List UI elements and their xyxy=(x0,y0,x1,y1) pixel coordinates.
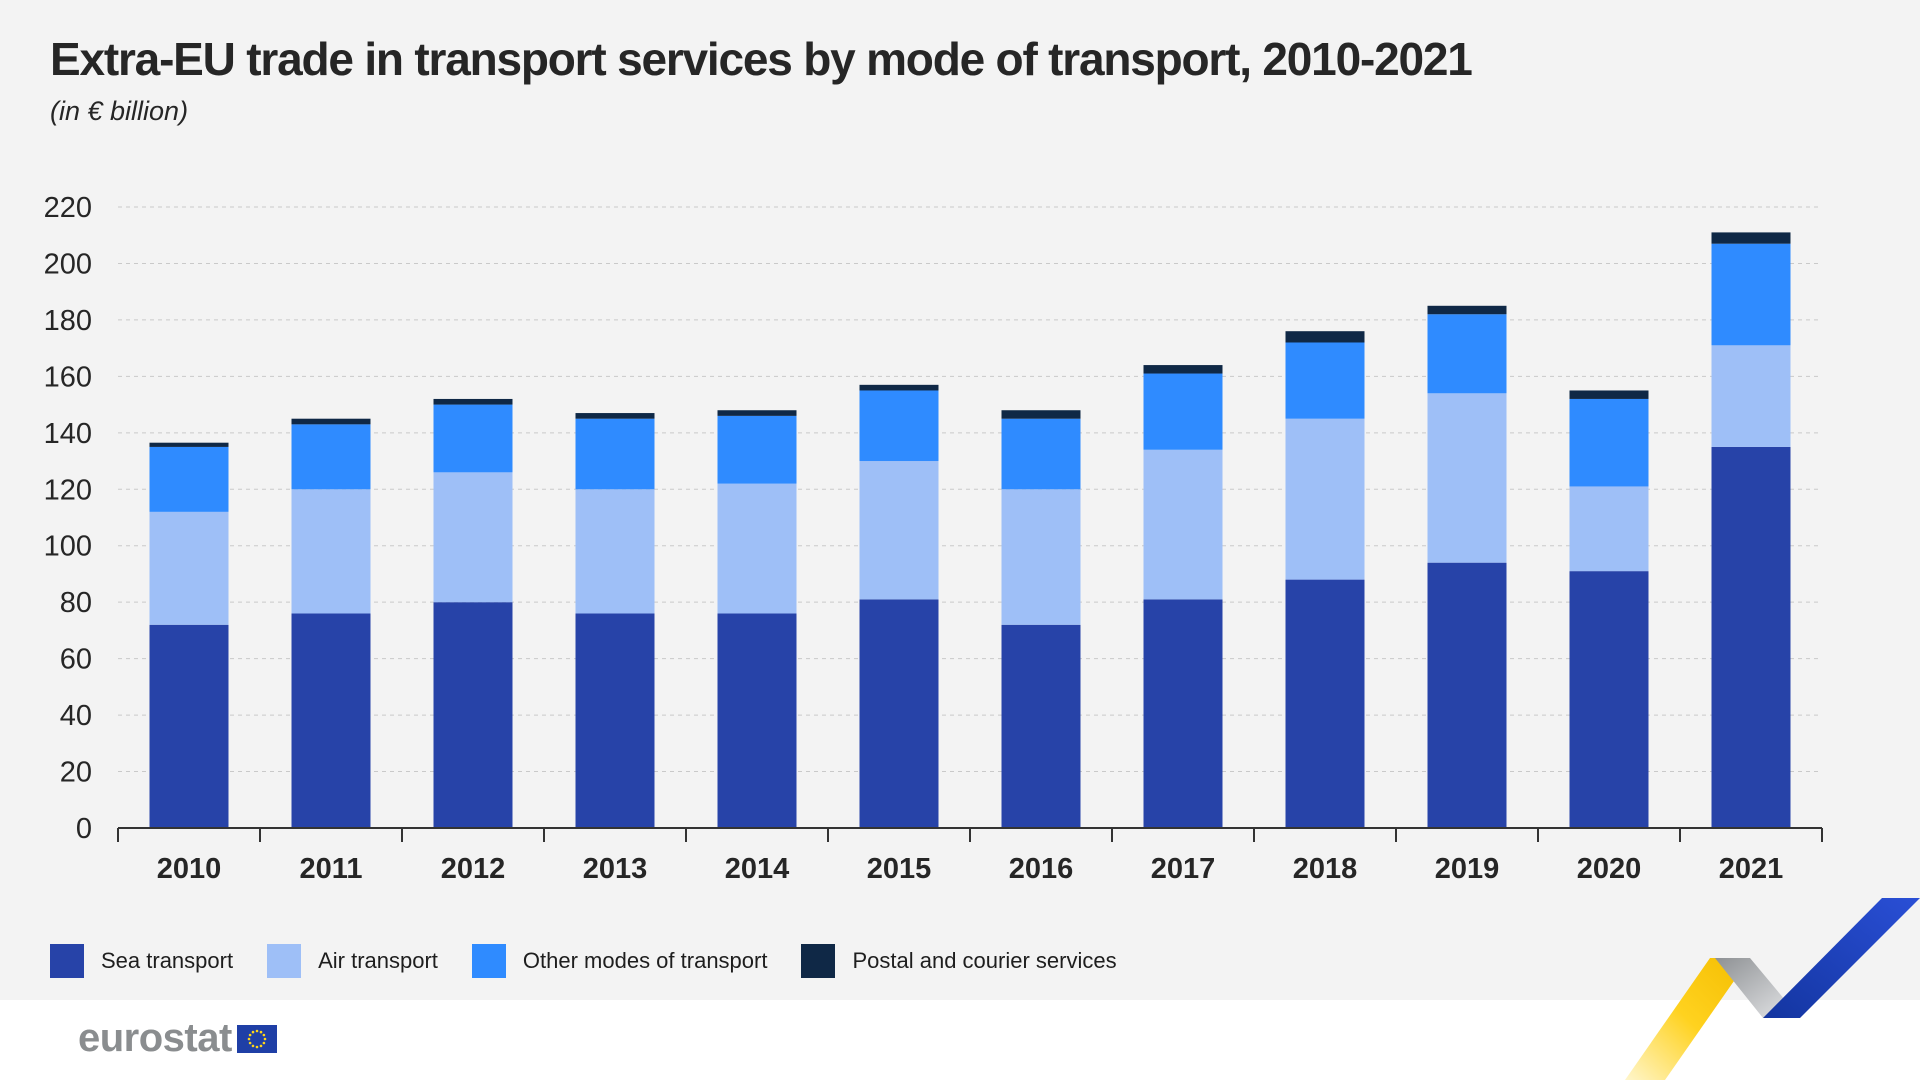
y-tick-label: 60 xyxy=(60,644,92,676)
x-tick-label: 2010 xyxy=(157,853,222,885)
y-tick-label: 40 xyxy=(60,700,92,732)
chart-subtitle: (in € billion) xyxy=(50,96,189,126)
x-tick-label: 2014 xyxy=(725,853,790,885)
bar-sea-transport-2015 xyxy=(859,599,939,828)
y-tick-label: 160 xyxy=(44,361,92,393)
bar-sea-transport-2012 xyxy=(433,602,513,828)
bar-air-transport-2019 xyxy=(1427,393,1507,563)
legend-label-postal-courier: Postal and courier services xyxy=(852,948,1117,973)
bar-postal-and-courier-services-2015 xyxy=(859,384,939,391)
decorative-ribbon-icon xyxy=(1625,898,1920,1080)
x-tick-label: 2018 xyxy=(1293,853,1358,885)
bar-other-modes-of-transport-2015 xyxy=(859,390,939,462)
y-tick-label: 220 xyxy=(44,192,92,224)
x-tick-label: 2017 xyxy=(1151,853,1216,885)
legend-item-sea-transport: Sea transport xyxy=(50,944,233,978)
bar-postal-and-courier-services-2021 xyxy=(1711,232,1791,244)
legend-item-air-transport: Air transport xyxy=(267,944,438,978)
y-tick-label: 0 xyxy=(76,813,92,845)
bar-other-modes-of-transport-2012 xyxy=(433,404,513,473)
bar-air-transport-2014 xyxy=(717,483,797,614)
chart-legend: Sea transport Air transport Other modes … xyxy=(50,944,1151,978)
bar-air-transport-2012 xyxy=(433,472,513,603)
bar-other-modes-of-transport-2020 xyxy=(1569,398,1649,487)
x-tick-label: 2011 xyxy=(300,853,363,885)
bar-other-modes-of-transport-2016 xyxy=(1001,418,1081,490)
bar-postal-and-courier-services-2010 xyxy=(149,442,229,447)
x-tick-label: 2016 xyxy=(1009,853,1074,885)
x-tick-label: 2019 xyxy=(1435,853,1500,885)
bar-air-transport-2017 xyxy=(1143,449,1223,600)
legend-swatch-other-modes xyxy=(471,944,506,978)
bar-postal-and-courier-services-2017 xyxy=(1143,365,1223,374)
stacked-bar-chart: 0 20 40 60 80 100 120 140 160 180 200 220 2010 2011 20… xyxy=(44,192,1823,885)
x-tick-label: 2015 xyxy=(867,853,932,885)
y-tick-label: 140 xyxy=(44,418,92,450)
legend-label-other-modes: Other modes of transport xyxy=(522,948,768,973)
bar-postal-and-courier-services-2011 xyxy=(291,418,371,425)
bar-other-modes-of-transport-2021 xyxy=(1711,243,1791,346)
bar-postal-and-courier-services-2019 xyxy=(1427,305,1507,315)
bar-other-modes-of-transport-2014 xyxy=(717,415,797,484)
bar-air-transport-2016 xyxy=(1001,489,1081,625)
x-tick-label: 2012 xyxy=(441,853,506,885)
eurostat-logo-text: eurostat xyxy=(78,1016,232,1060)
bar-air-transport-2021 xyxy=(1711,345,1791,447)
bar-air-transport-2011 xyxy=(291,489,371,614)
bar-sea-transport-2014 xyxy=(717,613,797,828)
legend-item-postal-courier: Postal and courier services xyxy=(801,944,1117,978)
bar-postal-and-courier-services-2014 xyxy=(717,410,797,416)
y-tick-label: 20 xyxy=(60,757,92,789)
x-tick-label: 2021 xyxy=(1719,853,1784,885)
bar-postal-and-courier-services-2016 xyxy=(1001,410,1081,419)
bar-postal-and-courier-services-2012 xyxy=(433,398,513,405)
legend-swatch-air-transport xyxy=(267,944,302,978)
legend-item-other-modes: Other modes of transport xyxy=(471,944,768,978)
legend-label-sea-transport: Sea transport xyxy=(101,948,234,973)
bar-postal-and-courier-services-2013 xyxy=(575,413,655,419)
bar-air-transport-2013 xyxy=(575,489,655,614)
x-tick-label: 2020 xyxy=(1577,853,1642,885)
y-tick-label: 120 xyxy=(44,474,92,506)
bar-other-modes-of-transport-2019 xyxy=(1427,314,1507,394)
chart-title: Extra-EU trade in transport services by … xyxy=(50,33,1473,85)
y-tick-label: 200 xyxy=(44,248,92,280)
bar-sea-transport-2020 xyxy=(1569,571,1649,828)
eurostat-logo: eurostat xyxy=(78,1016,277,1061)
bar-air-transport-2018 xyxy=(1285,418,1365,580)
bar-sea-transport-2021 xyxy=(1711,446,1791,828)
bar-other-modes-of-transport-2018 xyxy=(1285,342,1365,419)
bar-air-transport-2010 xyxy=(149,511,229,625)
bar-sea-transport-2011 xyxy=(291,613,371,828)
y-tick-label: 100 xyxy=(44,531,92,563)
bar-postal-and-courier-services-2020 xyxy=(1569,390,1649,399)
bar-other-modes-of-transport-2013 xyxy=(575,418,655,490)
legend-label-air-transport: Air transport xyxy=(318,948,438,973)
y-tick-label: 180 xyxy=(44,305,92,337)
x-tick-label: 2013 xyxy=(583,853,648,885)
legend-swatch-postal-courier xyxy=(801,944,836,978)
bar-air-transport-2015 xyxy=(859,461,939,600)
bar-other-modes-of-transport-2010 xyxy=(149,446,229,512)
legend-swatch-sea-transport xyxy=(50,944,84,978)
bar-sea-transport-2018 xyxy=(1285,579,1365,828)
bar-air-transport-2020 xyxy=(1569,486,1649,572)
y-tick-label: 80 xyxy=(60,587,92,619)
bar-sea-transport-2013 xyxy=(575,613,655,828)
bar-postal-and-courier-services-2018 xyxy=(1285,331,1365,343)
bar-sea-transport-2010 xyxy=(149,624,229,828)
bar-sea-transport-2017 xyxy=(1143,599,1223,828)
eu-flag-icon xyxy=(236,1024,277,1053)
bar-other-modes-of-transport-2011 xyxy=(291,424,371,490)
bar-sea-transport-2019 xyxy=(1427,562,1507,828)
bar-sea-transport-2016 xyxy=(1001,624,1081,828)
bar-other-modes-of-transport-2017 xyxy=(1143,373,1223,450)
